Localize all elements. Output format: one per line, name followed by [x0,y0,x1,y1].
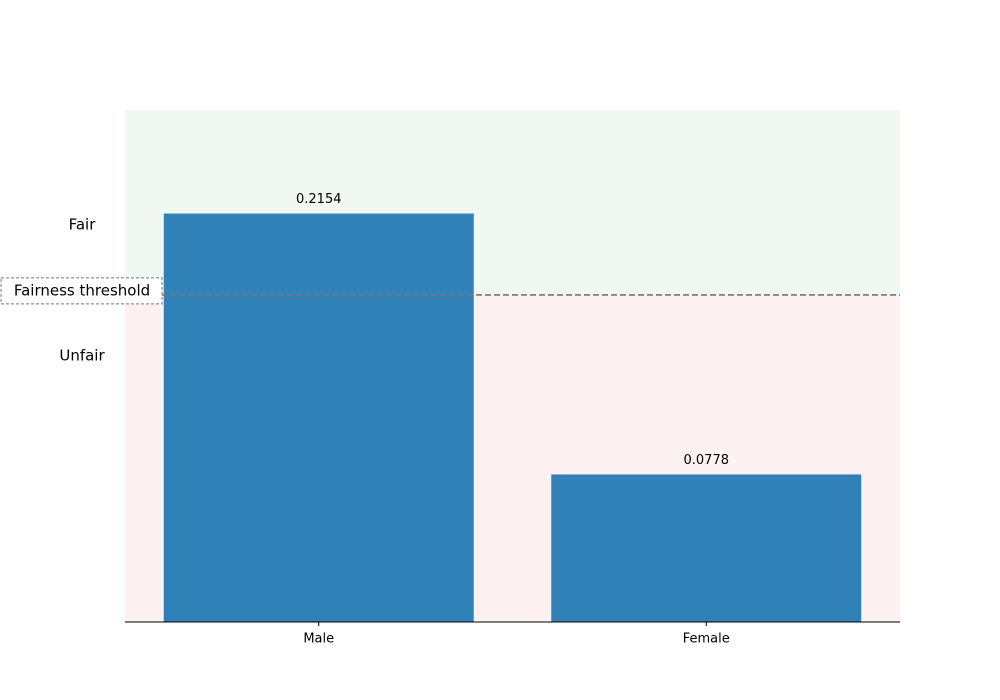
threshold-label-box [0,277,163,305]
fair-label: Fair [69,215,97,233]
bar [551,474,862,622]
threshold-label: Fairness threshold [14,281,150,299]
data-label: 0.2154 [296,192,342,207]
data-label: 0.0778 [684,453,730,468]
bar [163,213,474,622]
x-tick-label: Female [683,632,730,647]
unfair-label: Unfair [59,346,105,364]
x-tick-label: Male [303,632,334,647]
